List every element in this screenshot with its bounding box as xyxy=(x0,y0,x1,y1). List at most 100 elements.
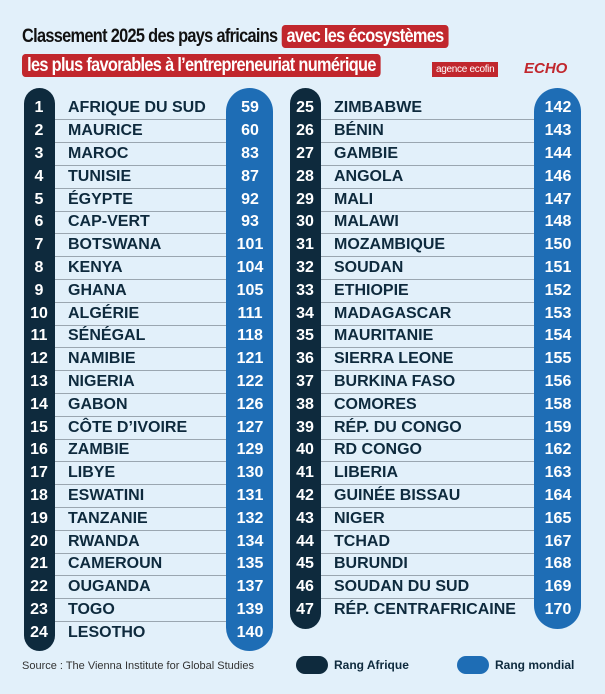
africa-rank: 35 xyxy=(296,327,314,345)
table-row: 5 ÉGYPTE 92 xyxy=(24,188,273,211)
country-name: ÉGYPTE xyxy=(68,190,133,208)
row-divider xyxy=(55,301,226,303)
africa-rank: 5 xyxy=(34,190,44,208)
country-name: TANZANIE xyxy=(68,509,148,527)
africa-rank: 1 xyxy=(34,99,44,117)
table-row: 39 RÉP. DU CONGO 159 xyxy=(290,416,581,439)
echo-logo: ECHO xyxy=(524,60,568,77)
title-line-1: Classement 2025 des pays africains avec … xyxy=(22,25,449,48)
country-name: SIERRA LEONE xyxy=(334,350,454,368)
country-name: GUINÉE BISSAU xyxy=(334,486,461,504)
africa-rank: 44 xyxy=(296,532,314,550)
country-name: ALGÉRIE xyxy=(68,304,140,322)
world-rank: 155 xyxy=(544,350,572,368)
row-divider xyxy=(55,370,226,372)
table-row: 2 MAURICE 60 xyxy=(24,120,273,143)
table-row: 17 LIBYE 130 xyxy=(24,462,273,485)
table-row: 4 TUNISIE 87 xyxy=(24,165,273,188)
table-row: 11 SÉNÉGAL 118 xyxy=(24,325,273,348)
world-rank: 93 xyxy=(241,213,259,231)
row-divider xyxy=(321,324,534,326)
table-row: 44 TCHAD 167 xyxy=(290,530,581,553)
table-row: 37 BURKINA FASO 156 xyxy=(290,371,581,394)
table-row: 15 CÔTE D’IVOIRE 127 xyxy=(24,416,273,439)
row-divider xyxy=(321,301,534,303)
row-divider xyxy=(55,392,226,394)
legend-swatch-blue xyxy=(457,656,489,674)
table-row: 24 LESOTHO 140 xyxy=(24,621,273,644)
africa-rank: 41 xyxy=(296,464,314,482)
table-row: 41 LIBERIA 163 xyxy=(290,462,581,485)
row-divider xyxy=(321,506,534,508)
africa-rank: 37 xyxy=(296,372,314,390)
legend-swatch-dark xyxy=(296,656,328,674)
country-name: AFRIQUE DU SUD xyxy=(68,99,206,117)
africa-rank: 42 xyxy=(296,486,314,504)
africa-rank: 7 xyxy=(34,236,44,254)
row-divider xyxy=(55,142,226,144)
world-rank: 83 xyxy=(241,144,259,162)
table-row: 3 MAROC 83 xyxy=(24,143,273,166)
world-rank: 153 xyxy=(544,304,572,322)
country-name: GABON xyxy=(68,395,128,413)
africa-rank: 34 xyxy=(296,304,314,322)
country-name: MAURICE xyxy=(68,122,143,140)
world-rank: 126 xyxy=(236,395,264,413)
africa-rank: 18 xyxy=(30,486,48,504)
africa-rank: 46 xyxy=(296,578,314,596)
row-divider xyxy=(321,415,534,417)
table-row: 45 BURUNDI 168 xyxy=(290,553,581,576)
world-rank: 163 xyxy=(544,464,572,482)
africa-rank: 22 xyxy=(30,578,48,596)
legend-africa: Rang Afrique xyxy=(296,656,409,674)
world-rank: 154 xyxy=(544,327,572,345)
row-divider xyxy=(55,347,226,349)
row-divider xyxy=(321,142,534,144)
world-rank: 101 xyxy=(236,236,264,254)
row-divider xyxy=(321,461,534,463)
table-row: 28 ANGOLA 146 xyxy=(290,165,581,188)
row-divider xyxy=(55,415,226,417)
world-rank: 147 xyxy=(544,190,572,208)
africa-rank: 6 xyxy=(34,213,44,231)
table-row: 43 NIGER 165 xyxy=(290,507,581,530)
table-row: 21 CAMEROUN 135 xyxy=(24,553,273,576)
africa-rank: 27 xyxy=(296,144,314,162)
row-divider xyxy=(321,233,534,235)
world-rank: 139 xyxy=(236,600,264,618)
world-rank: 165 xyxy=(544,509,572,527)
country-name: NIGER xyxy=(334,509,385,527)
africa-rank: 24 xyxy=(30,623,48,641)
table-row: 16 ZAMBIE 129 xyxy=(24,439,273,462)
row-divider xyxy=(321,278,534,280)
country-name: RD CONGO xyxy=(334,441,422,459)
africa-rank: 28 xyxy=(296,167,314,185)
row-divider xyxy=(55,278,226,280)
world-rank: 164 xyxy=(544,486,572,504)
country-name: COMORES xyxy=(334,395,417,413)
africa-rank: 8 xyxy=(34,258,44,276)
row-divider xyxy=(321,187,534,189)
world-rank: 121 xyxy=(236,350,264,368)
africa-rank: 3 xyxy=(34,144,44,162)
country-name: MOZAMBIQUE xyxy=(334,236,446,254)
world-rank: 130 xyxy=(236,464,264,482)
world-rank: 140 xyxy=(236,623,264,641)
africa-rank: 20 xyxy=(30,532,48,550)
world-rank: 132 xyxy=(236,509,264,527)
world-rank: 152 xyxy=(544,281,572,299)
africa-rank: 38 xyxy=(296,395,314,413)
world-rank: 134 xyxy=(236,532,264,550)
country-name: CAP-VERT xyxy=(68,213,150,231)
row-divider xyxy=(321,552,534,554)
country-name: OUGANDA xyxy=(68,578,151,596)
africa-rank: 19 xyxy=(30,509,48,527)
row-divider xyxy=(55,529,226,531)
table-row: 32 SOUDAN 151 xyxy=(290,257,581,280)
row-divider xyxy=(321,529,534,531)
row-divider xyxy=(321,347,534,349)
world-rank: 150 xyxy=(544,236,572,254)
country-name: ZAMBIE xyxy=(68,441,130,459)
world-rank: 129 xyxy=(236,441,264,459)
world-rank: 151 xyxy=(544,258,572,276)
